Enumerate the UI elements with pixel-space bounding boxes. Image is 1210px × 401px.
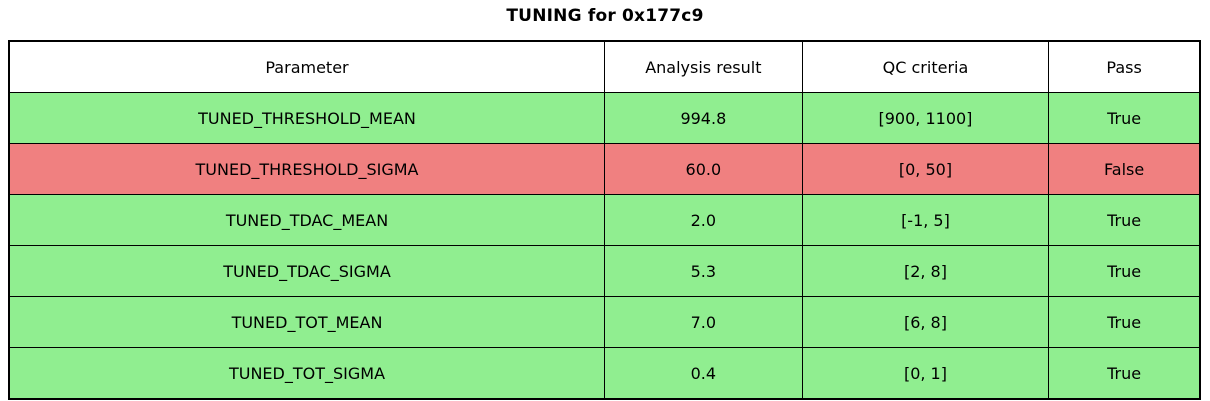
cell-parameter: TUNED_THRESHOLD_SIGMA	[8, 143, 605, 195]
cell-pass: True	[1048, 296, 1201, 348]
cell-qc-criteria: [900, 1100]	[801, 92, 1050, 144]
cell-qc-criteria: [0, 1]	[801, 347, 1050, 400]
cell-pass: True	[1048, 92, 1201, 144]
table-body: TUNED_THRESHOLD_MEAN 994.8 [900, 1100] T…	[8, 92, 1201, 400]
cell-pass: True	[1048, 194, 1201, 246]
cell-analysis-result: 994.8	[604, 92, 803, 144]
cell-parameter: TUNED_TOT_MEAN	[8, 296, 605, 348]
table-row: TUNED_TDAC_MEAN 2.0 [-1, 5] True	[8, 194, 1201, 246]
cell-qc-criteria: [-1, 5]	[801, 194, 1050, 246]
table-row: TUNED_THRESHOLD_MEAN 994.8 [900, 1100] T…	[8, 92, 1201, 144]
column-header-pass: Pass	[1048, 40, 1201, 93]
cell-pass: False	[1048, 143, 1201, 195]
cell-analysis-result: 60.0	[604, 143, 803, 195]
table-row: TUNED_THRESHOLD_SIGMA 60.0 [0, 50] False	[8, 143, 1201, 195]
column-header-analysis-result: Analysis result	[604, 40, 803, 93]
header-row: Parameter Analysis result QC criteria Pa…	[8, 40, 1201, 93]
cell-qc-criteria: [6, 8]	[801, 296, 1050, 348]
column-header-qc-criteria: QC criteria	[801, 40, 1050, 93]
cell-parameter: TUNED_TDAC_SIGMA	[8, 245, 605, 297]
table-row: TUNED_TDAC_SIGMA 5.3 [2, 8] True	[8, 245, 1201, 297]
cell-parameter: TUNED_TOT_SIGMA	[8, 347, 605, 400]
cell-analysis-result: 7.0	[604, 296, 803, 348]
column-header-parameter: Parameter	[8, 40, 605, 93]
cell-analysis-result: 5.3	[604, 245, 803, 297]
table-header: Parameter Analysis result QC criteria Pa…	[8, 40, 1201, 93]
cell-analysis-result: 2.0	[604, 194, 803, 246]
cell-pass: True	[1048, 347, 1201, 400]
qc-results-table: Parameter Analysis result QC criteria Pa…	[8, 40, 1201, 400]
table-row: TUNED_TOT_SIGMA 0.4 [0, 1] True	[8, 347, 1201, 400]
cell-qc-criteria: [2, 8]	[801, 245, 1050, 297]
cell-pass: True	[1048, 245, 1201, 297]
table-row: TUNED_TOT_MEAN 7.0 [6, 8] True	[8, 296, 1201, 348]
cell-parameter: TUNED_TDAC_MEAN	[8, 194, 605, 246]
cell-analysis-result: 0.4	[604, 347, 803, 400]
cell-qc-criteria: [0, 50]	[801, 143, 1050, 195]
cell-parameter: TUNED_THRESHOLD_MEAN	[8, 92, 605, 144]
chart-title: TUNING for 0x177c9	[506, 6, 704, 26]
